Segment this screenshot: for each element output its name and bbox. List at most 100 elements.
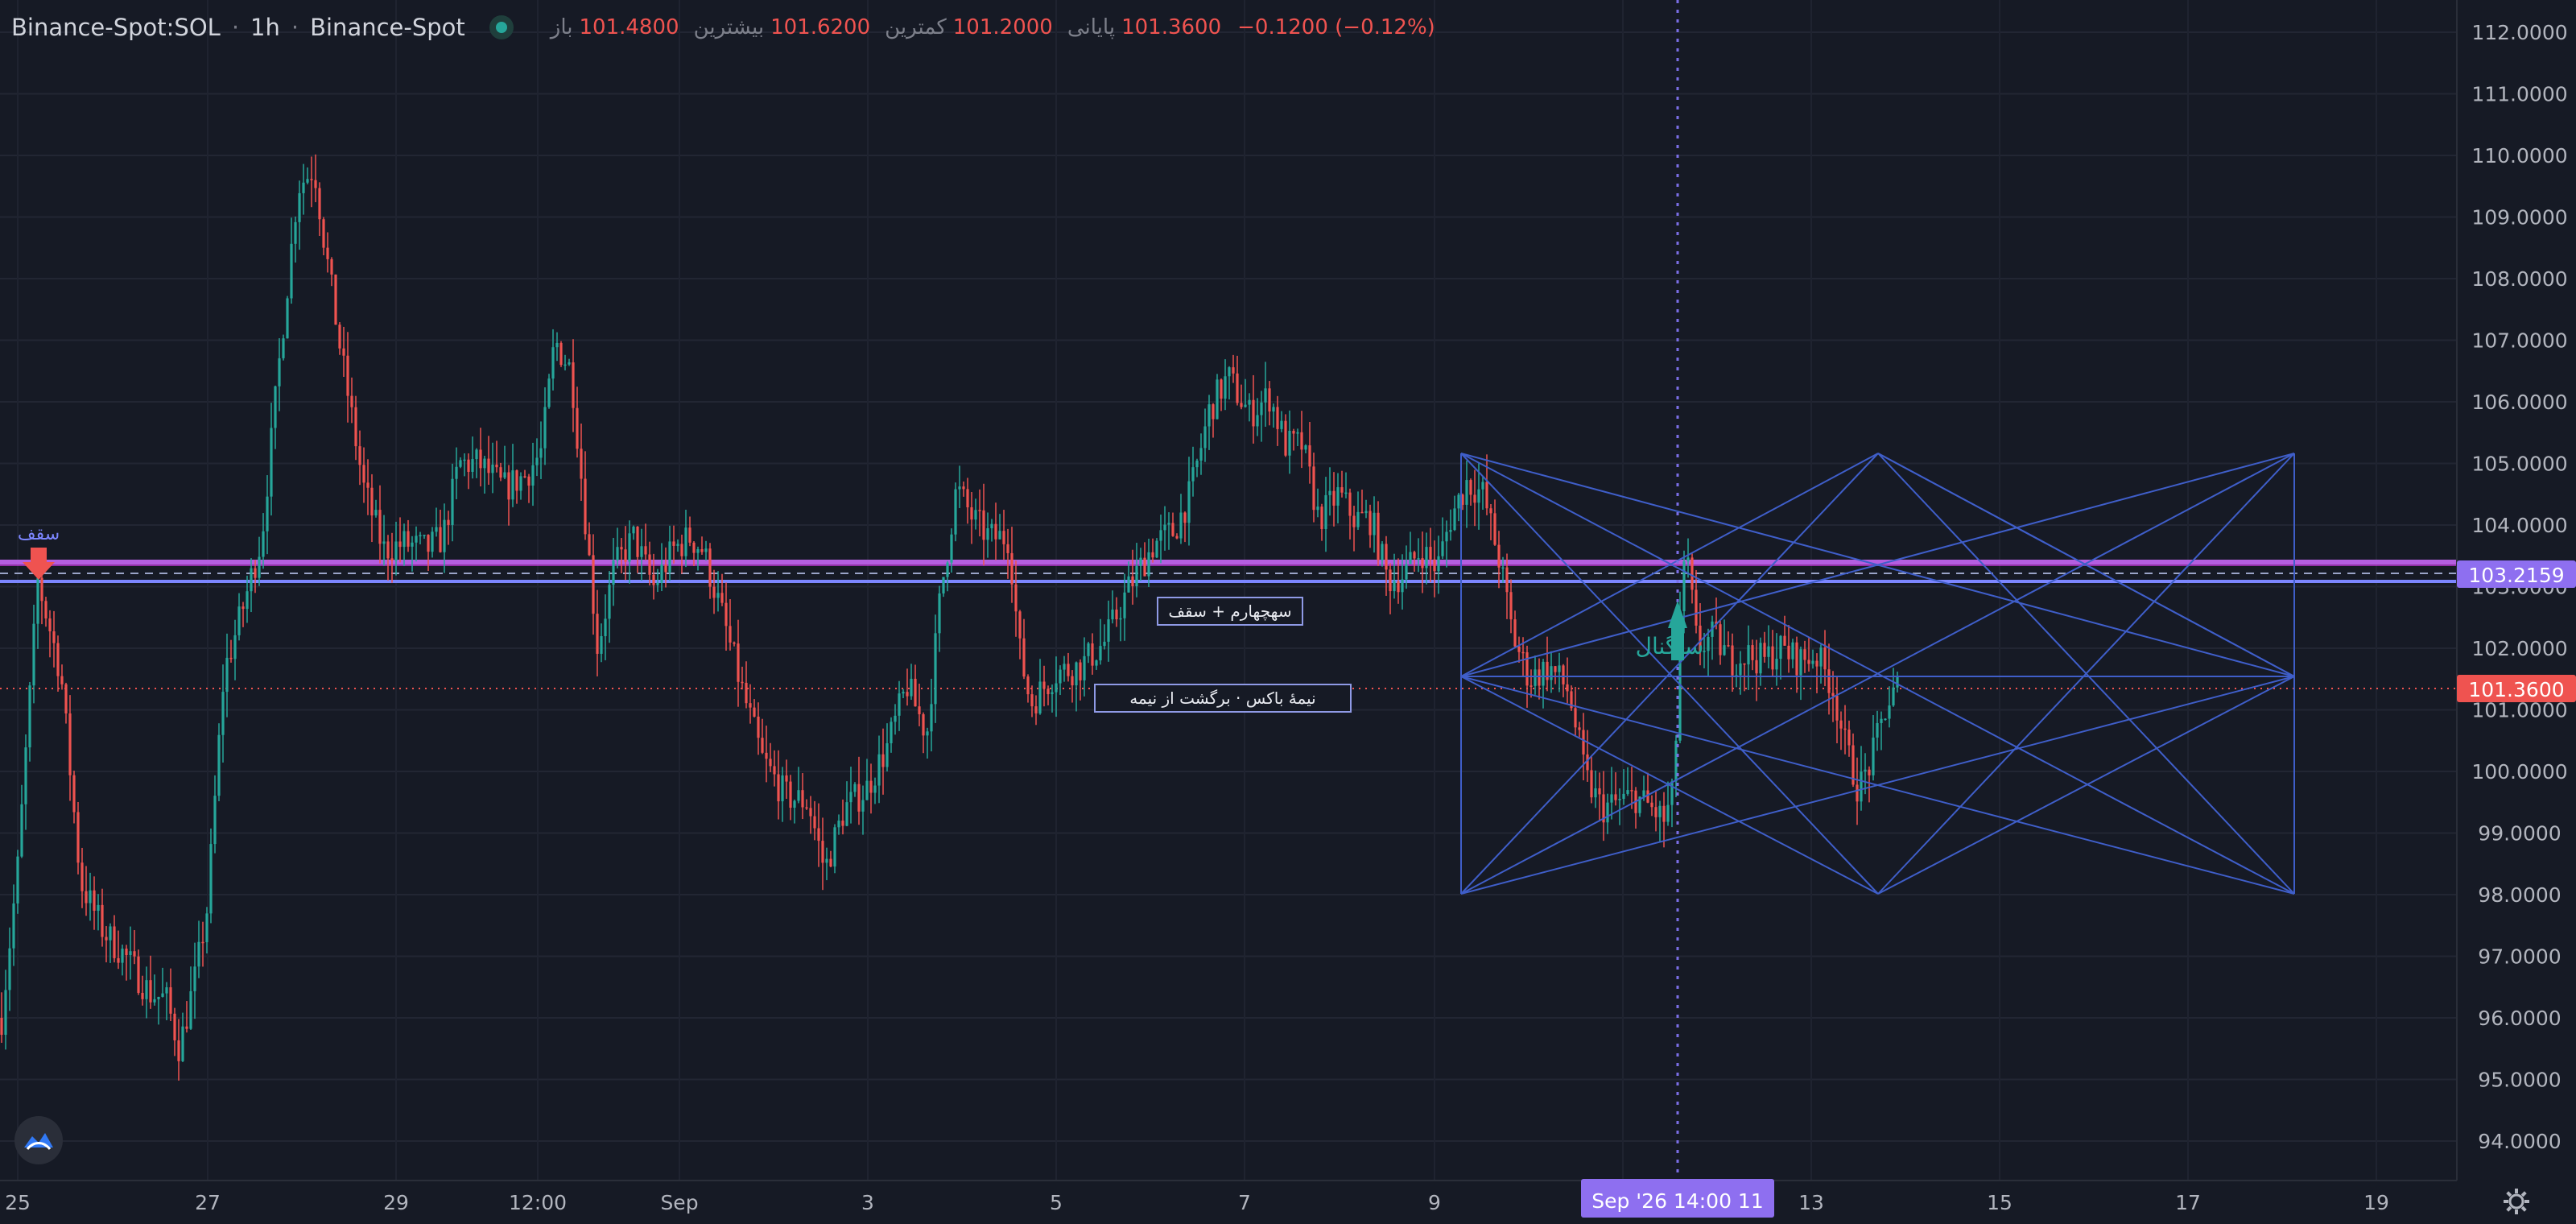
candle	[1268, 381, 1271, 426]
price-tick-label: 102.0000	[2471, 637, 2567, 660]
candle	[229, 639, 233, 663]
candle	[1538, 658, 1541, 700]
candle	[1558, 652, 1561, 693]
candle	[1666, 781, 1670, 826]
candle	[1513, 610, 1517, 647]
candle	[101, 888, 104, 947]
candle	[1377, 501, 1380, 566]
candle	[266, 475, 269, 555]
candle	[688, 516, 691, 547]
candle	[1203, 408, 1207, 462]
candle	[1171, 512, 1174, 537]
candle	[680, 534, 683, 574]
candle	[1038, 659, 1042, 715]
candle	[1493, 499, 1496, 546]
candle	[523, 469, 526, 478]
candle	[1562, 664, 1565, 697]
candle	[1199, 433, 1203, 475]
candle	[1461, 493, 1464, 511]
candle	[1570, 685, 1573, 711]
candle	[250, 558, 253, 613]
candle	[1364, 499, 1368, 519]
candle	[427, 534, 430, 572]
candle	[499, 462, 502, 482]
candle	[982, 483, 985, 566]
level-price-label: 103.2159	[2468, 564, 2564, 587]
candle	[294, 216, 297, 263]
symbol-name[interactable]: Binance-Spot:SOL	[11, 14, 221, 41]
candle	[141, 975, 144, 1006]
candle	[1779, 635, 1782, 680]
candle	[543, 387, 547, 465]
candle	[805, 799, 808, 810]
candle	[1763, 631, 1766, 663]
candle	[394, 521, 398, 576]
pattern-line	[1460, 676, 2295, 895]
candle	[1791, 639, 1794, 668]
candle	[1288, 410, 1291, 474]
price-tick-label: 100.0000	[2471, 760, 2567, 784]
candle	[1892, 668, 1895, 707]
tradingview-logo-icon[interactable]	[14, 1116, 63, 1164]
candle	[1151, 538, 1154, 563]
candle	[861, 785, 865, 835]
candle	[1397, 558, 1400, 604]
candle	[1191, 446, 1195, 497]
candle	[1654, 791, 1657, 832]
candle	[745, 661, 748, 709]
candle	[612, 537, 615, 606]
candle	[555, 332, 559, 362]
gear-icon[interactable]	[2502, 1187, 2531, 1216]
candle	[720, 573, 724, 606]
high-value: 101.6200	[770, 15, 871, 39]
candle	[741, 666, 744, 690]
candle	[1183, 511, 1187, 543]
ceiling-marker: سقف	[18, 524, 60, 580]
candle	[1256, 398, 1259, 436]
candle	[809, 796, 812, 834]
candle	[1340, 470, 1344, 498]
candle	[76, 801, 80, 875]
candle	[310, 156, 313, 208]
candle	[1373, 496, 1376, 553]
candle	[700, 536, 704, 555]
candle	[845, 781, 848, 827]
candle	[1622, 769, 1625, 805]
candle	[201, 921, 204, 967]
candle	[1163, 506, 1166, 551]
candle	[729, 599, 732, 651]
candle	[890, 717, 893, 753]
candle	[169, 968, 172, 1021]
market-status-icon[interactable]	[489, 15, 514, 39]
interval-label[interactable]: 1h	[250, 14, 280, 41]
candle	[865, 759, 869, 800]
candle	[511, 444, 514, 507]
time-tick-label: 9	[1428, 1191, 1441, 1214]
candle	[656, 569, 659, 593]
candle	[330, 257, 333, 287]
candle	[4, 970, 7, 1050]
candle	[1896, 672, 1899, 693]
annotation-box-1: سهچهارم + سقف	[1157, 597, 1303, 626]
candle	[1690, 553, 1694, 604]
candle	[72, 771, 76, 824]
candle	[1658, 800, 1662, 843]
candle	[1695, 569, 1698, 634]
separator-dot: ·	[231, 14, 240, 41]
candle	[1477, 463, 1480, 530]
pattern-line	[1460, 453, 1879, 895]
candle	[1449, 509, 1452, 541]
candle	[930, 678, 933, 752]
candle	[1316, 488, 1319, 518]
open-value: 101.4800	[579, 15, 679, 39]
candle	[704, 540, 708, 560]
candle	[817, 803, 820, 867]
candle	[572, 339, 575, 432]
candle	[44, 597, 47, 627]
candle	[958, 465, 961, 508]
geometric-pattern-drawing	[1460, 453, 2295, 895]
candle	[1059, 665, 1062, 696]
